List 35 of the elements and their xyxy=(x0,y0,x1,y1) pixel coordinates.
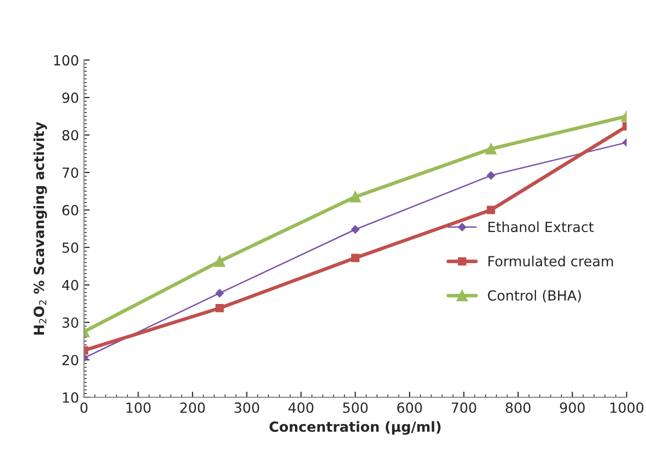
point xyxy=(351,225,360,234)
y-tick-label: 60 xyxy=(62,204,78,216)
y-tick-label: 30 xyxy=(62,317,78,328)
point xyxy=(214,256,226,267)
point xyxy=(215,304,224,312)
legend-label: Ethanol Extract xyxy=(488,221,594,232)
point xyxy=(486,171,496,180)
x-tick-label: 1000 xyxy=(610,402,644,413)
point xyxy=(485,143,497,154)
legend-label: Formulated cream xyxy=(488,256,613,266)
y-tick-label: 40 xyxy=(62,280,78,290)
point xyxy=(350,191,361,202)
x-tick-label: 600 xyxy=(397,402,422,413)
y-tick-label: 50 xyxy=(62,242,78,253)
y-tick-label: 90 xyxy=(62,92,78,104)
y-tick-label: 80 xyxy=(62,130,78,140)
y-tick-label: 10 xyxy=(62,392,78,403)
x-tick-label: 300 xyxy=(234,402,260,413)
x-tick-label: 800 xyxy=(506,402,530,413)
y-tick-label: 20 xyxy=(62,354,78,366)
x-tick-label: 200 xyxy=(180,402,205,413)
y-tick-label: 100 xyxy=(54,55,78,66)
x-tick-label: 700 xyxy=(452,402,476,413)
point xyxy=(351,254,360,262)
point xyxy=(216,289,224,298)
x-tick-label: 0 xyxy=(80,402,88,413)
x-tick-label: 900 xyxy=(560,402,585,413)
x-tick-label: 400 xyxy=(288,402,314,413)
point xyxy=(486,206,496,214)
legend-label: Control (BHA) xyxy=(488,290,581,302)
x-tick-label: 500 xyxy=(343,402,368,413)
y-axis-title: H$_{2}$O$_{2}$ % Scavanging activity xyxy=(33,122,47,335)
x-axis-title: Concentration (µg/ml) xyxy=(270,421,441,435)
y-tick-label: 70 xyxy=(62,167,78,178)
x-tick-label: 100 xyxy=(126,402,151,413)
